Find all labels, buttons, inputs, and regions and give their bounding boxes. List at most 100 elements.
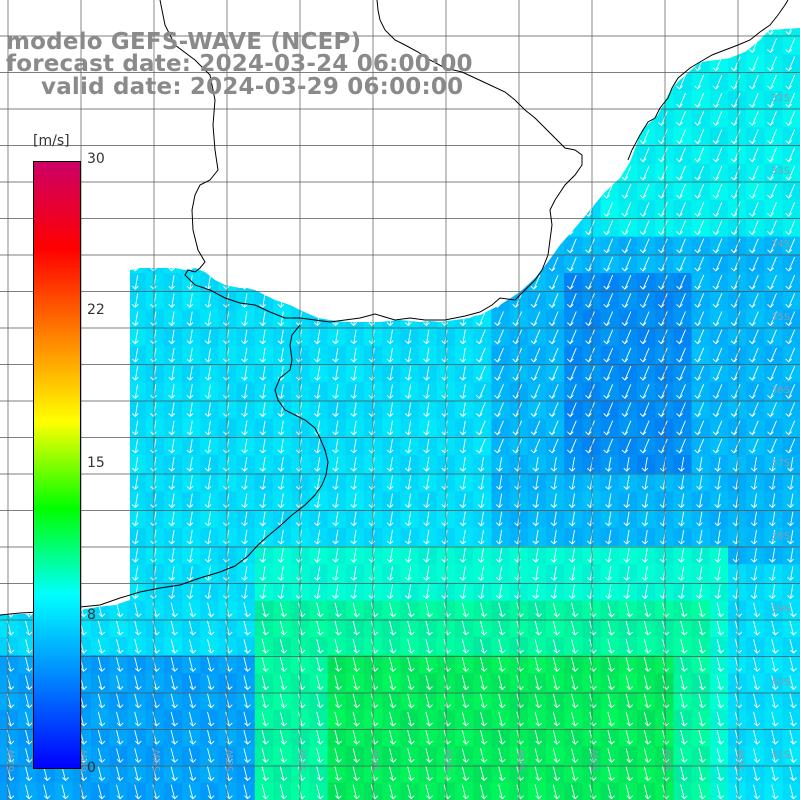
wind-arrow (168, 384, 176, 399)
wind-arrow (186, 311, 194, 327)
wind-arrow (730, 293, 741, 308)
wind-arrow (621, 256, 632, 272)
wind-arrow (771, 766, 779, 782)
wind-arrow (625, 766, 634, 782)
wind-arrow (589, 657, 597, 672)
wind-arrow (532, 457, 540, 472)
wind-arrow (207, 602, 215, 618)
wind-arrow (386, 366, 394, 381)
wind-arrow (768, 529, 776, 545)
wind-arrow (552, 675, 561, 691)
wind-arrow (657, 438, 668, 454)
wind-arrow (480, 602, 488, 618)
wind-arrow (313, 529, 321, 545)
wind-arrow (243, 602, 251, 618)
wind-arrow (767, 56, 777, 72)
wind-arrow (152, 784, 160, 800)
wind-arrow (352, 784, 361, 800)
wind-arrow (603, 202, 614, 217)
wind-arrow (407, 675, 415, 691)
wind-arrow (241, 402, 248, 418)
wind-arrow (712, 74, 723, 90)
wind-arrow (425, 638, 433, 654)
wind-arrow (748, 347, 759, 363)
wind-arrow (350, 566, 358, 581)
wind-arrow (566, 274, 577, 290)
wind-arrow (716, 711, 725, 727)
wind-arrow (168, 493, 176, 509)
wind-arrow (459, 347, 467, 363)
wind-arrow (188, 711, 197, 727)
wind-arrow (313, 511, 321, 527)
wind-arrow (639, 311, 650, 327)
wind-arrow (25, 675, 33, 691)
wind-arrow (332, 511, 339, 527)
wind-arrow (389, 602, 397, 618)
wind-arrow (785, 92, 796, 108)
wind-arrow (279, 620, 288, 636)
wind-arrow (785, 293, 796, 308)
wind-arrow (532, 493, 540, 509)
wind-arrow (589, 748, 597, 763)
wind-arrow (568, 511, 576, 527)
coastline (159, 0, 583, 323)
wind-arrow (498, 748, 506, 763)
wind-arrow (386, 548, 394, 563)
wind-arrow (386, 584, 394, 600)
wind-arrow (657, 238, 668, 254)
wind-arrow (589, 766, 597, 782)
wind-arrow (423, 366, 430, 381)
wind-arrow (475, 311, 486, 327)
wind-arrow (134, 729, 142, 745)
wind-arrow (785, 38, 796, 54)
wind-arrow (550, 566, 558, 581)
wind-arrow (350, 366, 358, 381)
wind-arrow (168, 366, 176, 381)
wind-arrow (607, 602, 615, 618)
wind-arrow (621, 220, 632, 236)
wind-arrow (25, 748, 33, 763)
wind-arrow (389, 748, 397, 763)
wind-arrow (316, 657, 324, 672)
wind-arrow (498, 693, 506, 709)
wind-arrow (334, 729, 342, 745)
wind-arrow (621, 420, 632, 436)
wind-arrow (404, 475, 412, 490)
wind-arrow (603, 256, 614, 272)
wind-arrow (748, 202, 759, 217)
wind-arrow (152, 748, 160, 763)
wind-arrow (498, 675, 506, 691)
wind-arrow (423, 511, 430, 527)
wind-arrow (694, 92, 705, 108)
colorbar-tick-30: 30 (87, 151, 105, 167)
wind-arrow (657, 202, 668, 217)
wind-arrow (585, 293, 595, 308)
wind-arrow (548, 293, 559, 308)
wind-arrow (241, 584, 248, 600)
wind-arrow (134, 657, 142, 672)
wind-arrow (188, 766, 197, 782)
wind-arrow (277, 584, 285, 600)
wind-arrow (771, 620, 779, 636)
wind-arrow (568, 529, 576, 545)
wind-arrow (694, 402, 705, 418)
wind-arrow (677, 548, 685, 563)
wind-arrow (261, 766, 270, 782)
wind-arrow (623, 511, 631, 527)
wind-arrow (789, 748, 797, 763)
colorbar-tick-15: 15 (87, 455, 105, 471)
wind-arrow (603, 329, 614, 345)
wind-arrow (607, 675, 615, 691)
wind-arrow (767, 420, 777, 436)
wind-arrow (730, 256, 741, 272)
wind-arrow (168, 420, 176, 436)
wind-arrow (566, 256, 577, 272)
wind-arrow (332, 438, 339, 454)
wind-arrow (332, 493, 339, 509)
longitude-label: 51W (736, 749, 747, 772)
wind-arrow (168, 438, 176, 454)
colorbar (33, 161, 81, 769)
wind-arrow (585, 329, 595, 345)
wind-arrow (25, 693, 33, 709)
